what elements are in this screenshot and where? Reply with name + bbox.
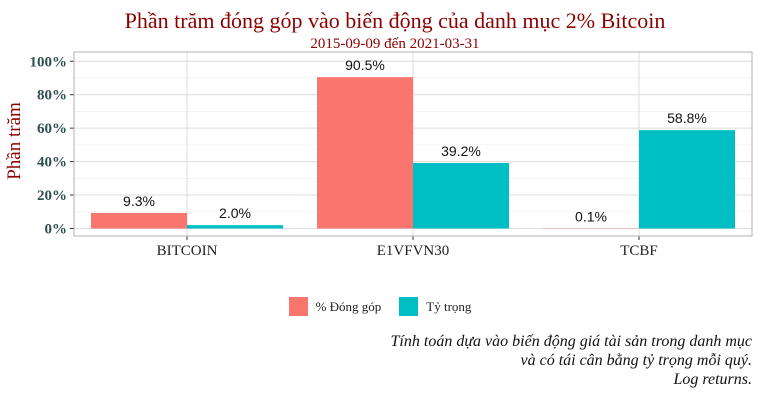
y-tick-label: 80% — [37, 88, 67, 104]
panel-border — [73, 51, 753, 237]
legend: % Đóng góp Tỷ trọng — [0, 297, 760, 316]
chart-caption: Tính toán dựa vào biến động giá tài sản … — [152, 332, 752, 389]
y-tick-label: 0% — [45, 222, 68, 238]
legend-label-contribution: % Đóng góp — [315, 298, 382, 314]
data-label: 58.8% — [667, 110, 707, 126]
chart-title: Phần trăm đóng góp vào biến động của dan… — [125, 8, 666, 33]
y-tick-label: 40% — [37, 155, 67, 171]
bar — [413, 162, 509, 229]
legend-label-weight: Tỷ trọng — [426, 298, 472, 314]
legend-item-contribution: % Đóng góp — [288, 297, 382, 316]
x-tick-label: E1VFVN30 — [377, 243, 450, 259]
bar — [639, 130, 735, 229]
data-label: 9.3% — [123, 193, 155, 209]
data-label: 2.0% — [219, 205, 251, 221]
x-tick-label: TCBF — [620, 243, 658, 259]
y-axis-label: Phần trăm — [4, 102, 25, 180]
y-tick-label: 100% — [30, 54, 68, 70]
bar — [91, 212, 187, 229]
caption-line: Log returns. — [673, 371, 752, 388]
legend-swatch-weight — [399, 297, 419, 316]
caption-line: Tính toán dựa vào biến động giá tài sản … — [390, 333, 752, 350]
y-tick-label: 20% — [37, 188, 67, 204]
plot-area: 0% 20% 40% 60% 80% 100% BITCOIN E1VFVN30 TCBF 9.3… — [30, 51, 753, 259]
bar — [317, 77, 413, 229]
chart-subtitle: 2015-09-09 đến 2021-03-31 — [310, 36, 479, 52]
data-label: 39.2% — [441, 143, 481, 159]
data-label: 90.5% — [345, 57, 385, 73]
bar-chart: Phần trăm đóng góp vào biến động của dan… — [4, 8, 753, 259]
data-label: 0.1% — [575, 208, 607, 224]
caption-line: và có tái cân bằng tỷ trọng mỗi quý. — [520, 352, 752, 369]
y-tick-label: 60% — [37, 121, 67, 137]
x-tick-label: BITCOIN — [157, 243, 218, 259]
bar — [187, 225, 283, 229]
legend-swatch-contribution — [288, 297, 308, 316]
legend-item-weight: Tỷ trọng — [399, 297, 471, 316]
